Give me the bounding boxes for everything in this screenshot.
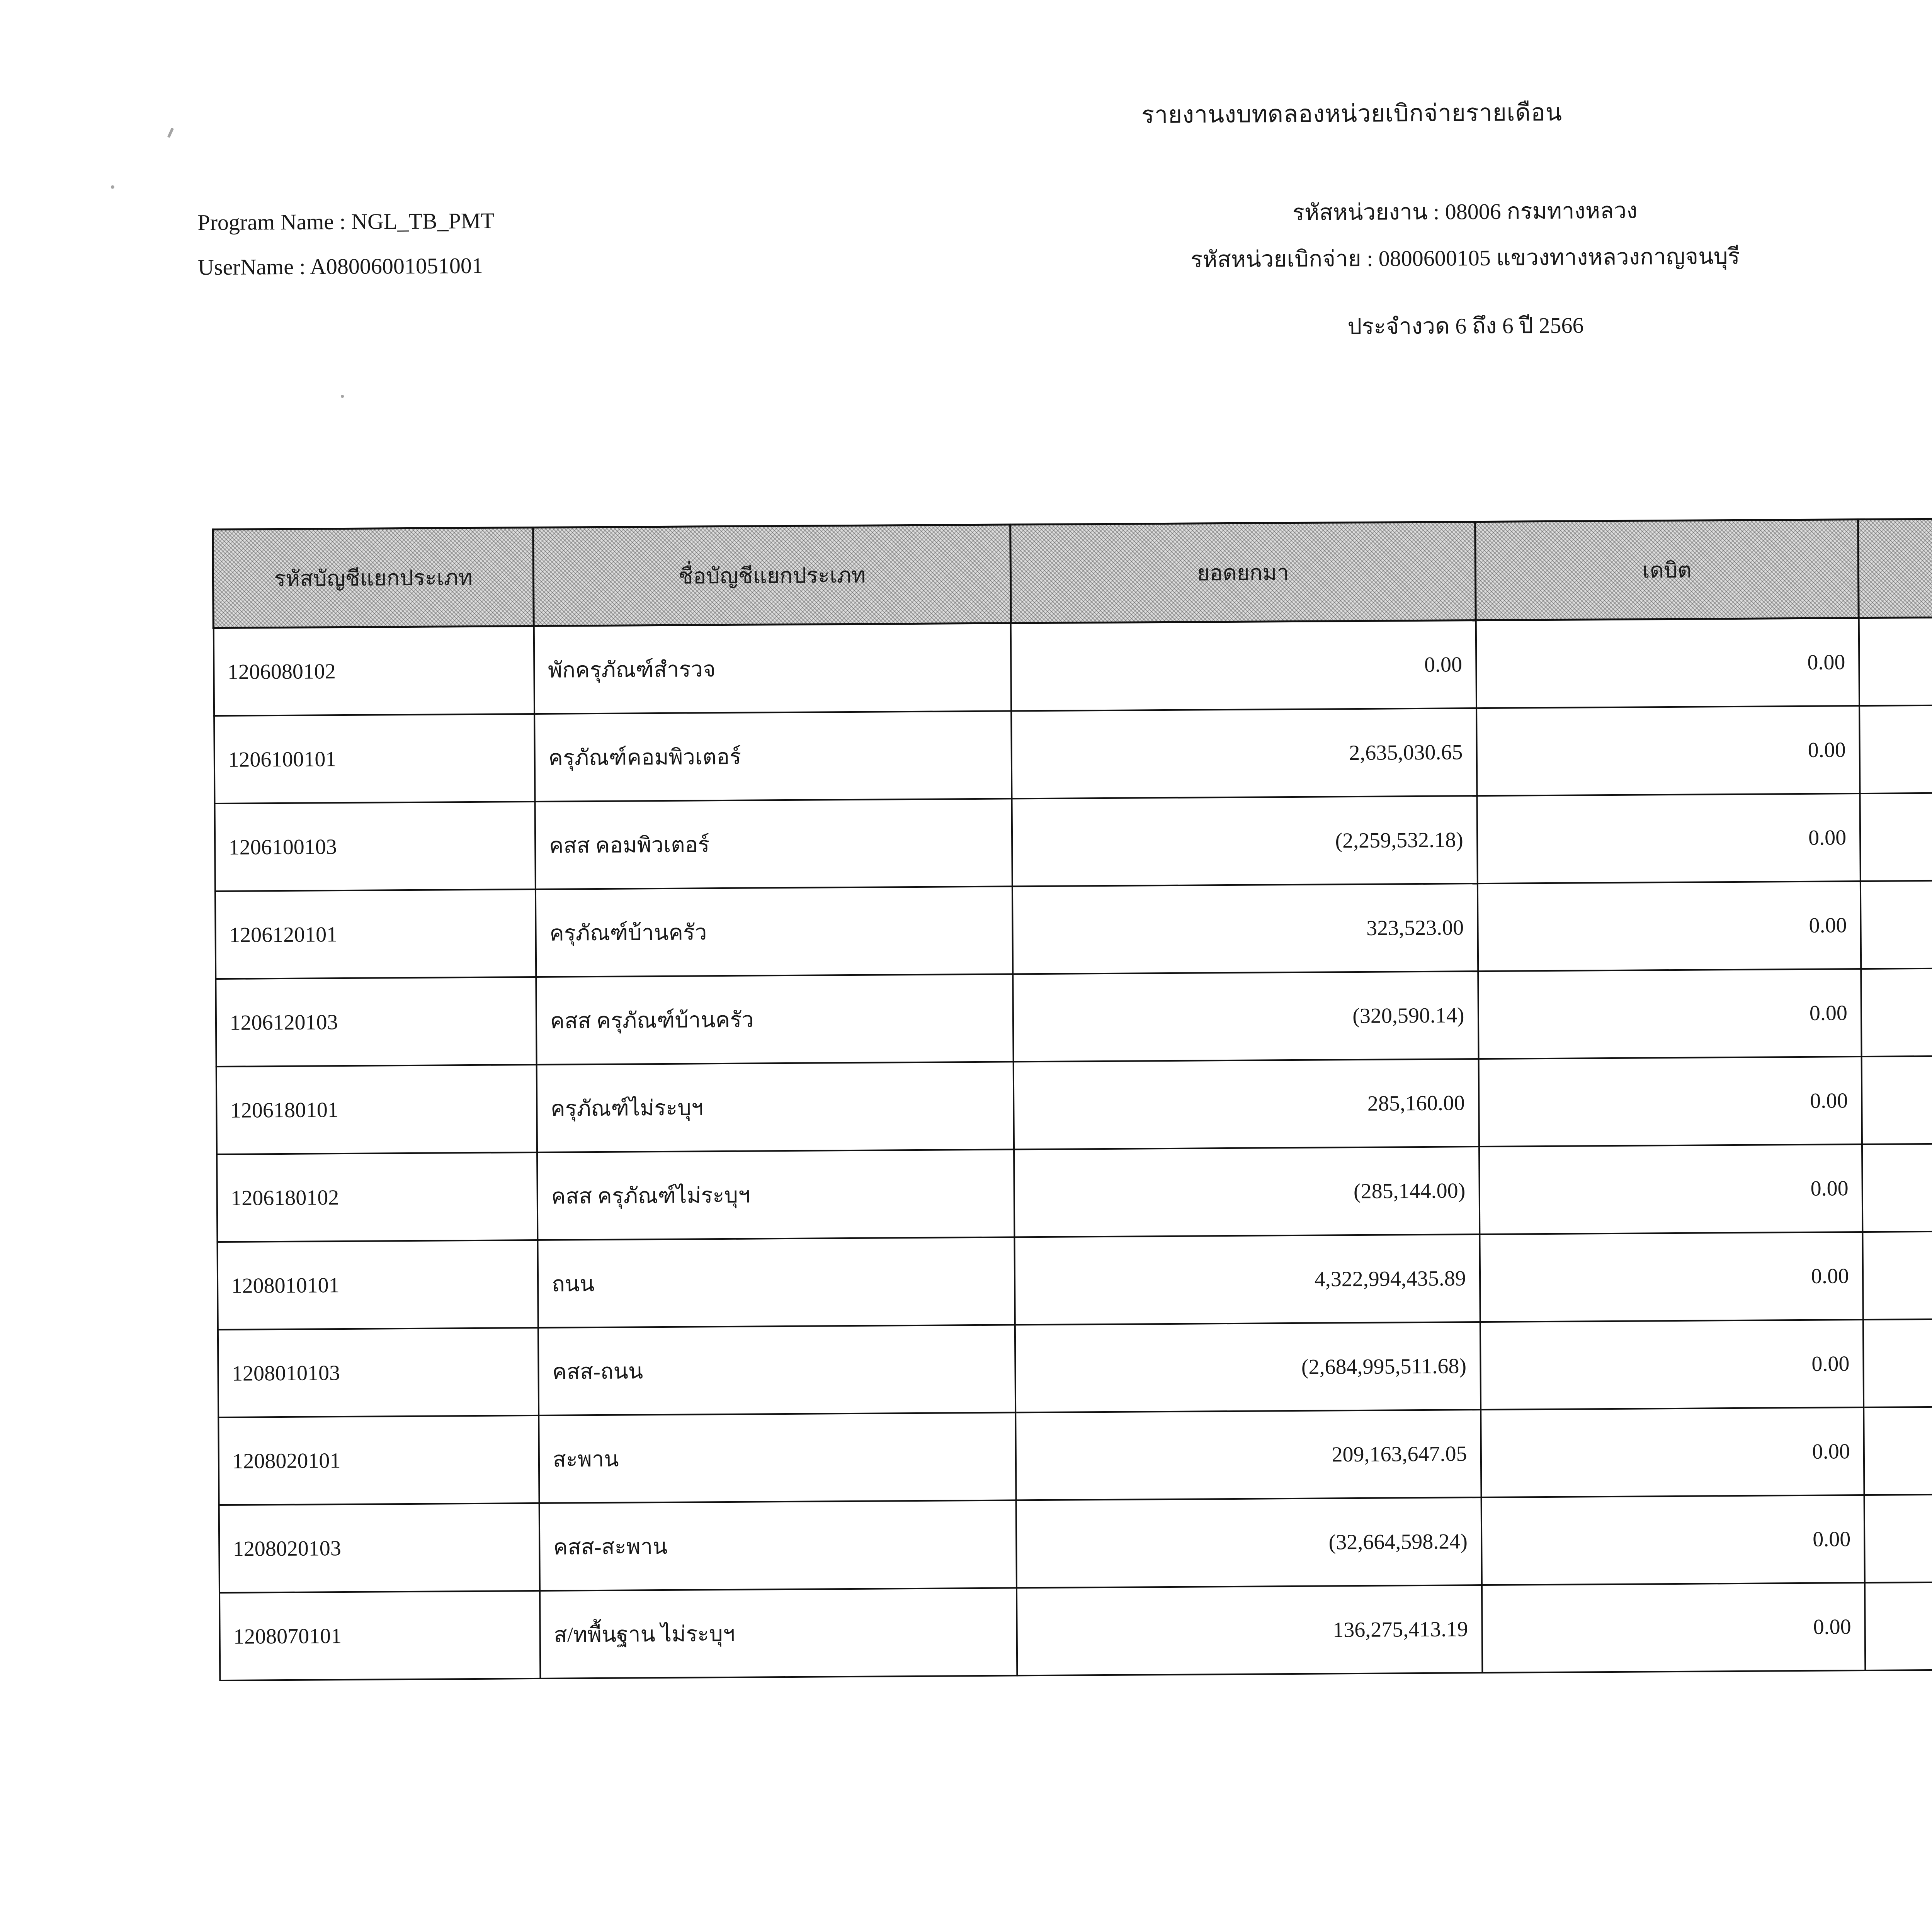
cell-brought-forward: (320,590.14)	[1013, 971, 1479, 1062]
cell-account-name: คสส-ถนน	[538, 1325, 1016, 1415]
table-row: 1208070101 ส/ทพื้นฐาน ไม่ระบุฯ 136,275,413…	[219, 1578, 1932, 1681]
cell-account-code: 1206180101	[216, 1064, 537, 1155]
cell-debit: 0.00	[1480, 1407, 1864, 1498]
column-header-debit: เดบิต	[1475, 519, 1859, 620]
table-row: 1206120101 ครุภัณฑ์บ้านครัว 323,523.00 0.00…	[215, 877, 1932, 979]
cell-brought-forward: (2,259,532.18)	[1012, 796, 1478, 887]
table-row: 1206100103 คสส คอมพิวเตอร์ (2,259,532.18) 0…	[214, 789, 1932, 892]
cell-account-code: 1208070101	[219, 1590, 541, 1681]
table-body: 1206080102พักครุภัณฑ์สำรวจ0.000.000.000.…	[213, 613, 1932, 1681]
scan-speck	[341, 394, 344, 398]
cell-account-code: 1206080102	[213, 626, 534, 716]
cell-brought-forward: 285,160.00	[1013, 1059, 1479, 1150]
table-row: 1206180102 คสส ครุภัณฑ์ไม่ระบุฯ (285,144.0…	[216, 1140, 1932, 1242]
cell-credit: 0.00	[1859, 703, 1932, 794]
table-row: 1206180101 ครุภัณฑ์ไม่ระบุฯ 285,160.00 0.00…	[216, 1052, 1932, 1155]
disbursement-unit-line: รหัสหน่วยเบิกจ่าย : 0800600105 แขวงทางหล…	[1190, 243, 1740, 272]
cell-account-name: คสส คอมพิวเตอร์	[535, 799, 1013, 889]
cell-account-name: ครุภัณฑ์บ้านครัว	[535, 886, 1013, 977]
page-title: รายงานงบทดลองหน่วยเบิกจ่ายรายเดือน	[1141, 99, 1562, 129]
cell-account-name: ครุภัณฑ์ไม่ระบุฯ	[536, 1062, 1014, 1152]
cell-brought-forward: 136,275,413.19	[1017, 1585, 1482, 1676]
cell-brought-forward: (2,684,995,511.68)	[1015, 1322, 1481, 1413]
table-row: 1208010101ถนน4,322,994,435.890.000.004,3…	[217, 1227, 1932, 1330]
cell-debit: 0.00	[1476, 706, 1860, 796]
center-meta-block: รหัสหน่วยงาน : 08006 กรมทางหลวง รหัสหน่ว…	[963, 185, 1932, 352]
cell-account-code: 1206100103	[214, 801, 536, 892]
cell-credit: 0.00	[1862, 1142, 1932, 1232]
program-name: Program Name : NGL_TB_PMT	[197, 208, 495, 235]
cell-account-name: ส/ทพื้นฐาน ไม่ระบุฯ	[539, 1588, 1017, 1679]
cell-credit: (630,249.27)	[1864, 1492, 1932, 1583]
cell-account-code: 1208010101	[217, 1240, 538, 1330]
cell-credit: (20,284.19)	[1860, 791, 1932, 882]
period-line: ประจำงวด 6 ถึง 6 ปี 2566	[1347, 313, 1584, 340]
left-meta-block: Program Name : NGL_TB_PMT UserName : A08…	[197, 199, 495, 290]
table-row: 1206080102พักครุภัณฑ์สำรวจ0.000.000.000.…	[213, 613, 1932, 716]
table-row: 1206120103 คสส ครุภัณฑ์บ้านครัว (320,590.1…	[215, 964, 1932, 1067]
cell-debit: 0.00	[1478, 1057, 1862, 1147]
cell-account-name: สะพาน	[538, 1412, 1016, 1503]
cell-debit: 0.00	[1481, 1495, 1865, 1585]
agency-line: รหัสหน่วยงาน : 08006 กรมทางหลวง	[1292, 198, 1638, 225]
cell-credit: (35,384,955.04)	[1863, 1317, 1932, 1408]
column-header-credit: เครดิต	[1858, 517, 1932, 618]
column-header-account-code: รหัสบัญชีแยกประเภท	[213, 527, 534, 628]
cell-debit: 0.00	[1477, 881, 1861, 972]
cell-account-name: ถนน	[537, 1237, 1015, 1328]
user-name: UserName : A08006001051001	[197, 253, 483, 280]
cell-credit: 0.00	[1860, 879, 1932, 969]
cell-credit: 0.00	[1864, 1580, 1932, 1670]
cell-brought-forward: 209,163,647.05	[1015, 1410, 1481, 1500]
cell-debit: 0.00	[1476, 618, 1860, 708]
cell-account-code: 1208010103	[218, 1327, 539, 1418]
cell-credit: (904.31)	[1861, 967, 1932, 1057]
trial-balance-table: รหัสบัญชีแยกประเภท ชื่อบัญชีแยกประเภท ยอ…	[212, 514, 1932, 1681]
cell-brought-forward: (285,144.00)	[1014, 1147, 1480, 1237]
cell-account-code: 1208020101	[218, 1415, 539, 1505]
cell-credit: 0.00	[1864, 1405, 1932, 1495]
column-header-brought-forward: ยอดยกมา	[1010, 522, 1476, 623]
cell-brought-forward: 323,523.00	[1012, 883, 1478, 974]
cell-account-name: พักครุภัณฑ์สำรวจ	[534, 623, 1012, 714]
table-row: 1208020103คสส-สะพาน(32,664,598.24)0.00(6…	[219, 1490, 1932, 1593]
cell-debit: 0.00	[1477, 793, 1861, 884]
cell-credit: 0.00	[1861, 1054, 1932, 1145]
cell-debit: 0.00	[1480, 1232, 1863, 1322]
trial-balance-table-wrapper: รหัสบัญชีแยกประเภท ชื่อบัญชีแยกประเภท ยอ…	[212, 514, 1932, 1681]
scan-speck	[111, 185, 114, 189]
cell-brought-forward: (32,664,598.24)	[1016, 1497, 1482, 1588]
cell-debit: 0.00	[1479, 1144, 1863, 1235]
column-header-account-name: ชื่อบัญชีแยกประเภท	[533, 524, 1011, 626]
cell-credit: 0.00	[1862, 1229, 1932, 1320]
cell-debit: 0.00	[1480, 1320, 1864, 1410]
table-row: 1206100101 ครุภัณฑ์คอมพิวเตอร์ 2,635,030.6…	[214, 701, 1932, 804]
cell-credit: 0.00	[1859, 615, 1932, 706]
table-row: 1208020101สะพาน209,163,647.050.000.00209…	[218, 1403, 1932, 1505]
cell-account-code: 1206100101	[214, 714, 535, 804]
cell-debit: 0.00	[1478, 969, 1862, 1059]
cell-account-name: คสส ครุภัณฑ์ไม่ระบุฯ	[537, 1149, 1015, 1240]
cell-account-code: 1206120101	[215, 889, 536, 979]
cell-account-name: คสส ครุภัณฑ์บ้านครัว	[536, 974, 1014, 1065]
cell-brought-forward: 0.00	[1010, 620, 1476, 711]
cell-brought-forward: 4,322,994,435.89	[1014, 1234, 1480, 1325]
table-header-row: รหัสบัญชีแยกประเภท ชื่อบัญชีแยกประเภท ยอ…	[213, 515, 1932, 628]
table-row: 1208010103คสส-ถนน(2,684,995,511.68)0.00(…	[218, 1315, 1932, 1418]
cell-account-name: คสส-สะพาน	[539, 1500, 1017, 1591]
cell-account-code: 1206180102	[216, 1152, 538, 1242]
cell-brought-forward: 2,635,030.65	[1011, 708, 1477, 799]
table-header: รหัสบัญชีแยกประเภท ชื่อบัญชีแยกประเภท ยอ…	[213, 515, 1932, 628]
cell-debit: 0.00	[1481, 1582, 1866, 1673]
cell-account-code: 1208020103	[219, 1503, 540, 1593]
cell-account-code: 1206120103	[215, 977, 537, 1067]
cell-account-name: ครุภัณฑ์คอมพิวเตอร์	[534, 711, 1012, 802]
